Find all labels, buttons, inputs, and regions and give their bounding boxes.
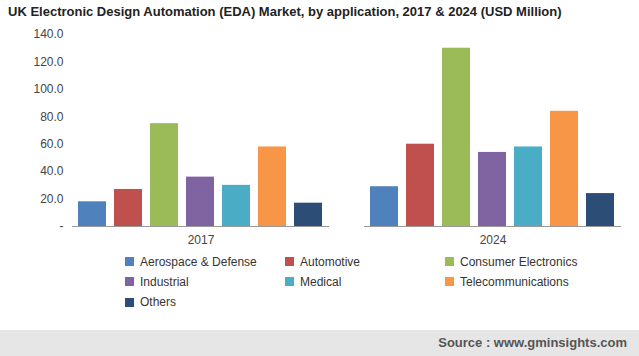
html-text:Medical: Medical <box>300 275 342 289</box>
html-text:Automotive: Automotive <box>300 254 360 269</box>
svg-text:120.0: 120.0 <box>33 55 63 69</box>
html-text:Consumer Electronics: Consumer Electronics <box>460 254 578 269</box>
html-text:Industrial: Industrial <box>140 275 189 289</box>
svg-text:140.0: 140.0 <box>33 27 63 41</box>
svg-text:2017: 2017 <box>188 233 215 247</box>
html-text:Aerospace & Defense: Aerospace & Defense <box>140 254 257 269</box>
html-text:Others: Others <box>140 295 176 310</box>
html-text:UK Electronic Design Automatio: UK Electronic Design Automation (EDA) Ma… <box>8 4 562 19</box>
svg-text:80.0: 80.0 <box>40 110 64 124</box>
svg-text:40.0: 40.0 <box>40 164 64 178</box>
svg-text:100.0: 100.0 <box>33 82 63 96</box>
svg-text:60.0: 60.0 <box>40 137 64 151</box>
html-text:Source : www.gminsights.com: Source : www.gminsights.com <box>438 335 627 350</box>
svg-text:-: - <box>60 219 64 233</box>
svg-text:20.0: 20.0 <box>40 192 64 206</box>
html-text:Telecommunications: Telecommunications <box>460 275 569 289</box>
svg-text:2024: 2024 <box>480 233 507 247</box>
